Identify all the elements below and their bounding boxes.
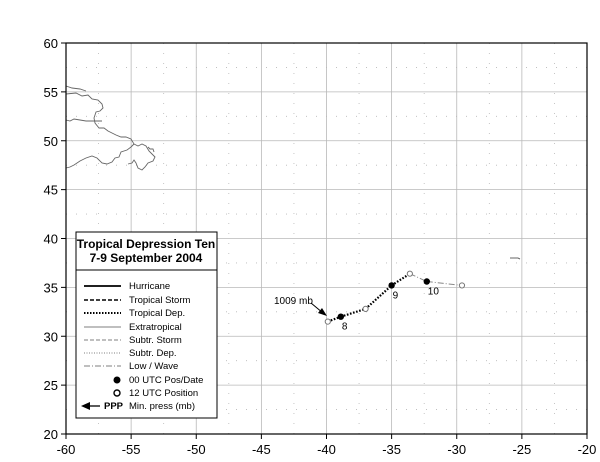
legend-swatch-00utc <box>113 376 121 384</box>
legend-label-hurricane: Hurricane <box>129 281 170 292</box>
legend-title-line2: 7-9 September 2004 <box>90 251 203 265</box>
x-tick-label: -50 <box>187 442 206 457</box>
legend-ppp-prefix: PPP <box>104 401 124 412</box>
legend: Tropical Depression Ten 7-9 September 20… <box>75 231 218 419</box>
y-tick-label: 60 <box>44 36 58 51</box>
y-tick-label: 25 <box>44 378 58 393</box>
y-tick-label: 50 <box>44 134 58 149</box>
legend-label-00utc: 00 UTC Pos/Date <box>129 375 203 386</box>
track-date-label: 9 <box>393 290 399 301</box>
x-tick-label: -30 <box>447 442 466 457</box>
x-tick-label: -40 <box>317 442 336 457</box>
coastline-newfoundland <box>65 85 156 171</box>
legend-label-min-press: Min. press (mb) <box>129 401 195 412</box>
min-pressure-arrowhead <box>318 308 327 316</box>
track-point-00utc <box>423 278 430 285</box>
min-pressure-label: 1009 mb <box>274 296 313 307</box>
x-tick-label: -45 <box>252 442 271 457</box>
track-segment <box>391 272 411 287</box>
y-tick-label: 30 <box>44 329 58 344</box>
track-point-12utc <box>406 270 413 277</box>
track-point-00utc <box>388 282 395 289</box>
legend-label-12utc: 12 UTC Position <box>129 388 198 399</box>
legend-label-low-wave: Low / Wave <box>129 361 178 372</box>
legend-label-subtr-storm: Subtr. Storm <box>129 335 182 346</box>
x-tick-label: -55 <box>122 442 141 457</box>
plot-frame <box>65 42 588 435</box>
legend-frame <box>75 231 218 419</box>
x-tick-label: -60 <box>57 442 76 457</box>
x-tick-label: -20 <box>578 442 597 457</box>
track-segment <box>327 315 342 323</box>
track-point-12utc <box>362 305 369 312</box>
y-tick-label: 45 <box>44 183 58 198</box>
track-segment <box>340 307 366 318</box>
y-tick-label: 35 <box>44 280 58 295</box>
track-segment <box>364 284 393 310</box>
min-pressure-annotation: 1009 mb <box>274 296 327 316</box>
y-tick-label: 20 <box>44 427 58 442</box>
y-tick-label: 55 <box>44 85 58 100</box>
track-point-00utc <box>337 313 345 320</box>
track-date-label: 10 <box>428 287 440 298</box>
legend-label-subtr-dep: Subtr. Dep. <box>129 348 177 359</box>
island-azores <box>510 257 521 260</box>
x-tick-label: -25 <box>512 442 531 457</box>
legend-swatch-min-press-arrow <box>81 402 100 410</box>
axis-ticks: -60 -55 -50 -45 -40 -35 -30 -25 -20 20 25 30 35 40 45 5… <box>44 36 597 457</box>
track-point-12utc <box>458 282 466 289</box>
legend-label-extratropical: Extratropical <box>129 322 182 333</box>
track-segment <box>426 281 463 286</box>
legend-label-tropical-dep: Tropical Dep. <box>129 308 185 319</box>
track-point-12utc <box>324 318 331 325</box>
legend-label-tropical-storm: Tropical Storm <box>129 295 190 306</box>
track-markers: 8 9 10 <box>324 270 466 333</box>
y-tick-label: 40 <box>44 232 58 247</box>
legend-title-line1: Tropical Depression Ten <box>77 237 215 251</box>
track-date-label: 8 <box>342 322 348 333</box>
x-tick-label: -35 <box>382 442 401 457</box>
legend-swatch-12utc <box>113 389 121 397</box>
